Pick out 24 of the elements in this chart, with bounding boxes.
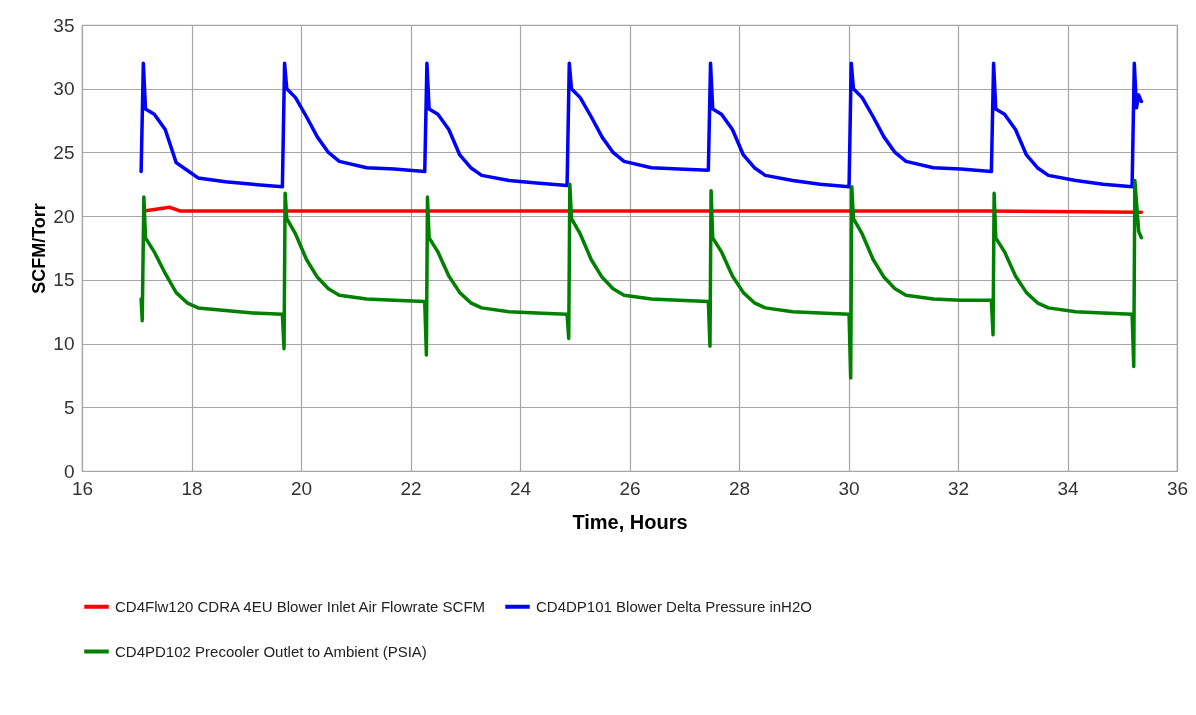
x-tick-label: 34	[1057, 477, 1079, 499]
line-series	[139, 178, 1144, 380]
y-tick-label: 25	[53, 141, 75, 163]
x-tick-label: 22	[400, 477, 422, 499]
line-series	[139, 61, 1144, 189]
y-tick-label: 20	[53, 205, 75, 227]
y-tick-label: 10	[53, 333, 75, 355]
x-tick-label: 26	[619, 477, 641, 499]
y-axis-title: SCFM/Torr	[29, 203, 50, 294]
legend-label: CD4Flw120 CDRA 4EU Blower Inlet Air Flowrate SCFM	[115, 597, 486, 615]
y-tick-label: 35	[53, 14, 75, 36]
x-tick-label: 30	[838, 477, 860, 499]
x-tick-label: 24	[509, 477, 532, 499]
x-tick-label: 28	[728, 477, 751, 499]
x-tick-label: 36	[1166, 477, 1189, 499]
x-tick-label: 18	[181, 477, 203, 499]
x-tick-label: 32	[947, 477, 970, 499]
x-tick-label: 20	[290, 477, 313, 499]
y-tick-label: 30	[53, 78, 75, 100]
y-tick-label: 15	[53, 269, 75, 291]
y-tick-label: 5	[63, 396, 75, 418]
x-axis-title: Time, Hours	[572, 510, 688, 533]
legend-label: CD4DP101 Blower Delta Pressure inH2O	[536, 597, 812, 615]
legend-label: CD4PD102 Precooler Outlet to Ambient (PSIA)	[115, 642, 427, 660]
